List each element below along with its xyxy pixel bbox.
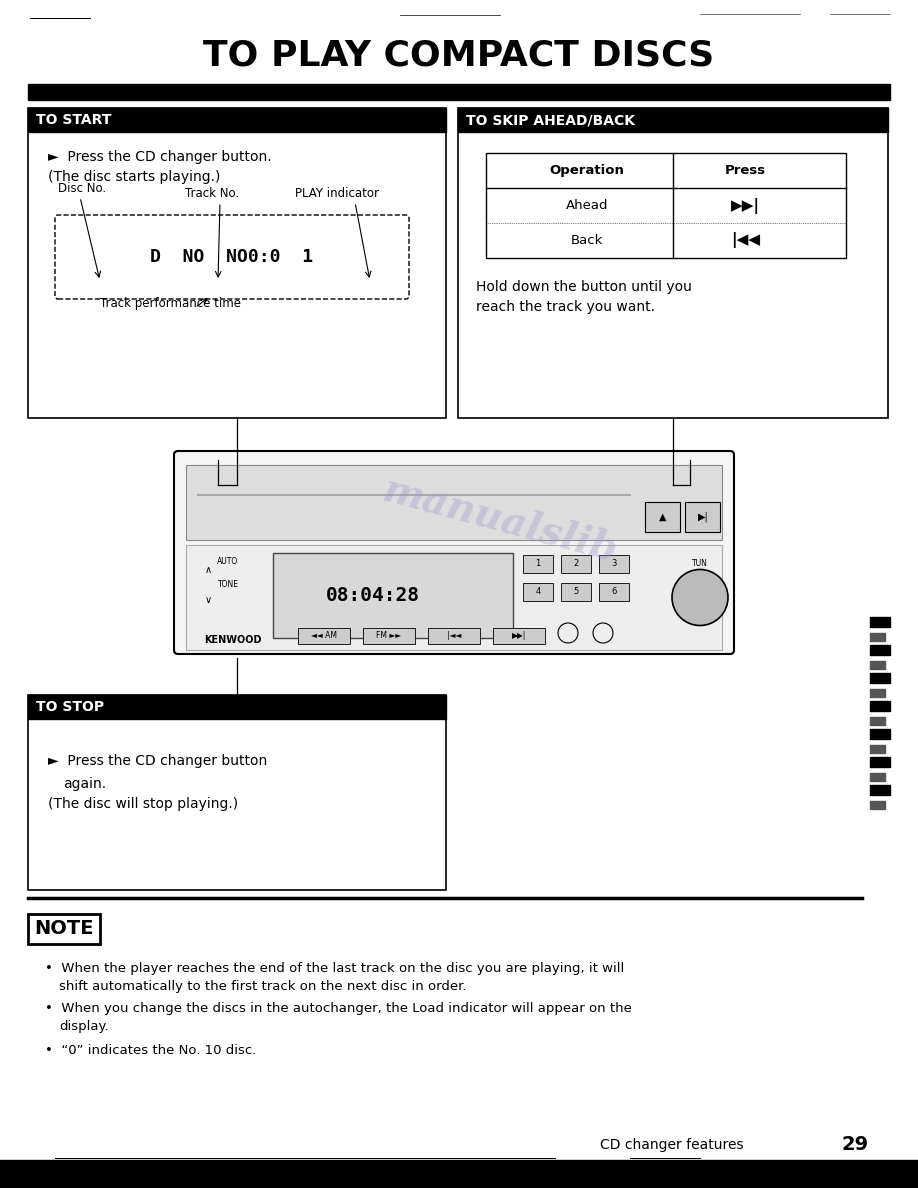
Bar <box>28 84 890 100</box>
Text: PLAY indicator: PLAY indicator <box>295 187 379 200</box>
Bar <box>28 108 446 132</box>
Text: ►  Press the CD changer button.: ► Press the CD changer button. <box>48 150 272 164</box>
Text: (The disc starts playing.): (The disc starts playing.) <box>48 170 220 184</box>
Bar <box>599 583 629 601</box>
Bar <box>870 672 890 683</box>
Text: ∨: ∨ <box>205 595 211 605</box>
Text: •  When you change the discs in the autochanger, the Load indicator will appear : • When you change the discs in the autoc… <box>45 1001 632 1015</box>
Text: •  “0” indicates the No. 10 disc.: • “0” indicates the No. 10 disc. <box>45 1044 256 1057</box>
Bar <box>870 633 885 642</box>
Text: ▲: ▲ <box>659 512 666 522</box>
Text: FM ►►: FM ►► <box>376 632 401 640</box>
Bar <box>28 695 446 890</box>
Bar <box>870 729 890 739</box>
Text: ∧: ∧ <box>205 565 211 575</box>
Text: Hold down the button until you: Hold down the button until you <box>476 280 692 293</box>
Bar <box>870 757 890 767</box>
Text: NOTE: NOTE <box>34 920 94 939</box>
Text: 4: 4 <box>535 587 541 595</box>
Bar <box>458 108 888 132</box>
FancyBboxPatch shape <box>55 215 409 299</box>
Bar <box>298 628 350 644</box>
Bar <box>685 503 720 532</box>
Bar <box>870 661 885 669</box>
Text: Disc No.: Disc No. <box>58 182 106 195</box>
Bar <box>428 628 480 644</box>
Text: KENWOOD: KENWOOD <box>204 636 262 645</box>
Text: 6: 6 <box>611 587 617 595</box>
Text: Track performance time: Track performance time <box>100 297 241 310</box>
Text: TO SKIP AHEAD/BACK: TO SKIP AHEAD/BACK <box>466 113 635 127</box>
Text: Ahead: Ahead <box>565 200 608 211</box>
Text: TO PLAY COMPACT DISCS: TO PLAY COMPACT DISCS <box>204 38 714 72</box>
Bar <box>870 689 885 697</box>
Bar <box>561 583 591 601</box>
Text: ▶▶|: ▶▶| <box>731 197 760 214</box>
Text: 5: 5 <box>574 587 578 595</box>
Text: 3: 3 <box>611 558 617 568</box>
Bar <box>561 555 591 573</box>
Bar <box>870 773 885 781</box>
Bar <box>599 555 629 573</box>
Bar <box>870 785 890 795</box>
Text: |◀◀: |◀◀ <box>731 233 760 248</box>
Text: Press: Press <box>724 164 766 177</box>
Text: Operation: Operation <box>549 164 624 177</box>
Text: 2: 2 <box>574 558 578 568</box>
Bar <box>870 718 885 725</box>
Bar <box>28 108 446 418</box>
Bar <box>458 108 888 418</box>
Bar <box>28 695 446 719</box>
Circle shape <box>672 569 728 626</box>
Text: 1: 1 <box>535 558 541 568</box>
Text: Back: Back <box>571 234 603 247</box>
Text: D  NO  NO0:0  1: D NO NO0:0 1 <box>151 248 314 266</box>
Text: ▶|: ▶| <box>698 512 709 523</box>
Text: TONE: TONE <box>218 580 239 589</box>
Text: TUN: TUN <box>692 558 708 568</box>
Bar <box>493 628 545 644</box>
Text: AUTO: AUTO <box>218 557 239 565</box>
Text: 29: 29 <box>842 1136 868 1155</box>
Text: CD changer features: CD changer features <box>600 1138 744 1152</box>
Bar <box>870 801 885 809</box>
Bar <box>186 545 722 650</box>
Text: ▶▶|: ▶▶| <box>512 632 526 640</box>
Text: (The disc will stop playing.): (The disc will stop playing.) <box>48 797 238 811</box>
Bar <box>645 503 680 532</box>
FancyBboxPatch shape <box>174 451 734 655</box>
Text: shift automatically to the first track on the next disc in order.: shift automatically to the first track o… <box>59 980 466 993</box>
Bar <box>273 552 513 638</box>
Bar <box>870 617 890 627</box>
Bar <box>870 745 885 753</box>
Text: TO STOP: TO STOP <box>36 700 104 714</box>
Text: again.: again. <box>63 777 106 791</box>
Bar <box>486 153 846 258</box>
Bar <box>0 1159 918 1188</box>
Text: 08:04:28: 08:04:28 <box>326 586 420 605</box>
Text: ►  Press the CD changer button: ► Press the CD changer button <box>48 754 267 767</box>
Bar <box>28 914 100 944</box>
Bar <box>523 583 553 601</box>
Bar <box>870 701 890 710</box>
Bar <box>363 628 415 644</box>
Text: |◄◄: |◄◄ <box>447 632 461 640</box>
Text: Track No.: Track No. <box>185 187 239 200</box>
Bar <box>186 465 722 541</box>
Text: reach the track you want.: reach the track you want. <box>476 301 655 314</box>
Bar <box>523 555 553 573</box>
Text: manualslib: manualslib <box>378 470 621 569</box>
Text: •  When the player reaches the end of the last track on the disc you are playing: • When the player reaches the end of the… <box>45 962 624 975</box>
Text: TO START: TO START <box>36 113 111 127</box>
Bar <box>870 645 890 655</box>
Text: display.: display. <box>59 1020 108 1034</box>
Text: ◄◄ AM: ◄◄ AM <box>311 632 337 640</box>
